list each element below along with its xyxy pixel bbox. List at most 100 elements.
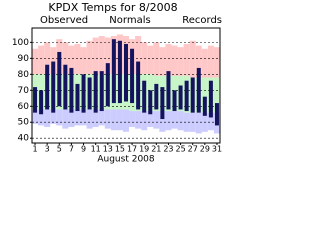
record-high-band <box>135 35 142 75</box>
record-low-band <box>153 111 160 129</box>
plot-frame <box>31 27 221 144</box>
record-low-band <box>74 109 81 126</box>
record-low-band <box>32 109 39 124</box>
observed-bar <box>148 90 153 115</box>
observed-bar <box>111 39 116 104</box>
observed-bar <box>166 71 171 110</box>
x-tick-label: 27 <box>188 145 198 154</box>
observed-bar <box>87 77 92 110</box>
record-high-band <box>32 48 39 75</box>
observed-bar <box>99 71 104 112</box>
observed-bar <box>124 43 128 102</box>
record-low-band <box>159 111 166 132</box>
record-low-band <box>129 111 136 128</box>
record-low-band <box>165 111 172 131</box>
x-tick-label: 11 <box>91 145 101 154</box>
record-high-band <box>189 40 196 78</box>
legend-observed: Observed <box>40 15 88 26</box>
record-low-band <box>116 109 123 131</box>
record-low-band <box>68 109 75 128</box>
record-high-band <box>213 47 220 78</box>
y-tick-label: 60 <box>18 102 30 112</box>
y-tick-label: 80 <box>18 70 30 80</box>
x-tick-label: 31 <box>212 145 222 154</box>
observed-bar <box>190 77 195 113</box>
record-high-band <box>147 45 154 75</box>
observed-bar <box>214 103 219 126</box>
record-high-band <box>38 45 45 75</box>
observed-bar <box>93 71 98 113</box>
x-tick-label: 17 <box>127 145 137 154</box>
record-low-band <box>80 109 87 126</box>
record-low-band <box>147 111 154 128</box>
observed-bar <box>184 80 189 112</box>
x-tick-label: 19 <box>139 145 149 154</box>
observed-bar <box>51 61 56 113</box>
record-low-band <box>50 109 57 124</box>
record-low-band <box>122 109 130 132</box>
record-high-band <box>183 43 190 76</box>
x-tick-label: 23 <box>163 145 173 154</box>
observed-bar <box>117 40 122 104</box>
x-tick-label: 3 <box>45 145 50 154</box>
record-high-band <box>50 47 57 75</box>
observed-bar <box>136 61 141 110</box>
record-low-band <box>56 109 63 126</box>
record-high-band <box>171 45 178 76</box>
record-low-band <box>44 109 51 128</box>
chart: KPDX Temps for 8/2008 Observed Normals R… <box>12 1 222 165</box>
y-tick-label: 40 <box>18 134 30 144</box>
record-low-band <box>104 109 111 129</box>
record-high-band <box>98 35 105 75</box>
observed-bar <box>81 74 86 113</box>
normal-band <box>201 77 208 113</box>
record-low-band <box>141 111 148 131</box>
record-low-band <box>135 111 142 129</box>
record-low-band <box>92 109 99 128</box>
record-low-band <box>177 111 184 131</box>
observed-bar <box>202 96 207 116</box>
observed-bar <box>208 80 213 118</box>
observed-bar <box>57 51 62 107</box>
record-high-band <box>195 45 202 78</box>
observed-bar <box>130 48 135 104</box>
legend-records: Records <box>182 15 222 26</box>
normal-band <box>213 77 220 113</box>
observed-bar <box>196 67 201 113</box>
observed-bar <box>172 90 177 112</box>
x-tick-label: 29 <box>200 145 210 154</box>
chart-title: KPDX Temps for 8/2008 <box>48 1 177 14</box>
record-low-band <box>171 111 178 129</box>
x-axis-label: August 2008 <box>97 155 155 165</box>
record-low-band <box>38 109 45 126</box>
y-tick-label: 50 <box>18 118 30 128</box>
x-tick-label: 1 <box>32 145 37 154</box>
x-tick-label: 21 <box>151 145 161 154</box>
observed-bar <box>33 87 38 113</box>
record-low-band <box>62 109 69 129</box>
record-high-band <box>201 48 208 78</box>
record-high-band <box>86 40 93 75</box>
y-tick-label: 90 <box>18 54 30 64</box>
record-low-band <box>207 112 214 131</box>
record-low-band <box>86 109 93 129</box>
observed-bar <box>63 64 68 110</box>
record-high-band <box>159 47 166 76</box>
observed-bar <box>178 85 183 110</box>
record-high-band <box>153 42 160 76</box>
record-high-band <box>80 47 87 75</box>
x-tick-label: 13 <box>103 145 113 154</box>
observed-bar <box>154 83 159 110</box>
record-high-band <box>165 43 172 76</box>
observed-bar <box>105 63 110 107</box>
observed-bar <box>39 90 44 115</box>
record-low-band <box>183 112 190 132</box>
x-tick-label: 15 <box>115 145 125 154</box>
observed-bar <box>69 67 74 113</box>
record-high-band <box>68 45 75 75</box>
record-high-band <box>74 43 81 75</box>
record-low-band <box>110 109 117 131</box>
record-high-band <box>44 42 51 75</box>
x-tick-label: 9 <box>81 145 86 154</box>
record-high-band <box>92 37 99 75</box>
